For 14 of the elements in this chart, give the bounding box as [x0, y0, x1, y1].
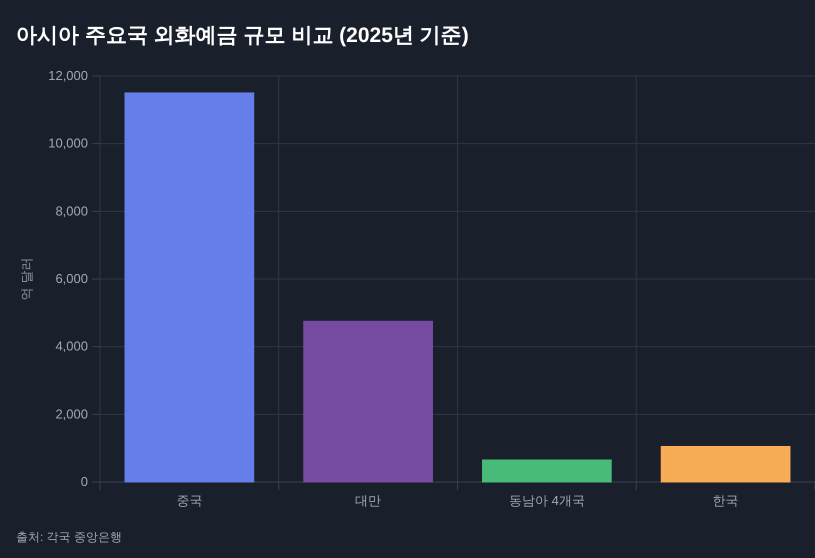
x-tick-label: 한국: [712, 493, 739, 508]
x-tick-label: 중국: [176, 493, 202, 508]
y-tick-label: 4,000: [55, 338, 88, 354]
source-note: 출처: 각국 중앙은행: [16, 530, 122, 544]
y-axis-title: 억 달러: [19, 258, 34, 300]
chart-title: 아시아 주요국 외화예금 규모 비교 (2025년 기준): [16, 24, 469, 47]
y-tick-label: 8,000: [55, 203, 88, 218]
y-tick-label: 10,000: [48, 136, 88, 151]
y-tick-label: 2,000: [55, 406, 88, 422]
x-tick-label: 대만: [355, 493, 382, 508]
y-tick-label: 0: [80, 474, 88, 489]
y-tick-label: 12,000: [48, 68, 88, 83]
y-tick-label: 6,000: [55, 271, 88, 286]
x-tick-label: 동남아 4개국: [508, 493, 585, 508]
